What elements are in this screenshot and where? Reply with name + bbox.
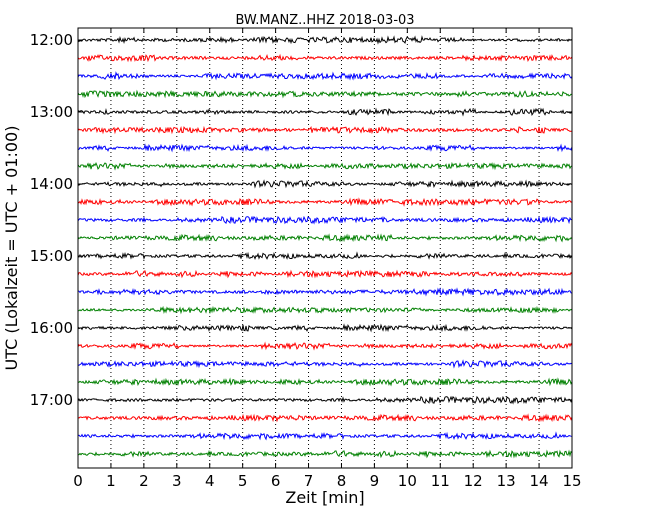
x-tick-label: 1 [106,472,116,490]
x-tick-label: 4 [205,472,215,490]
x-tick-label: 9 [370,472,380,490]
x-tick-label: 15 [562,472,581,490]
x-tick-label: 0 [73,472,83,490]
grid-lines [110,28,540,468]
trace-line [77,215,573,225]
plot-frame [77,27,573,469]
trace-line [77,341,573,351]
y-tick-label: 12:00 [30,31,73,49]
chart-title: BW.MANZ..HHZ 2018-03-03 [235,13,414,28]
trace-line [77,71,573,81]
x-tick-label: 8 [337,472,347,490]
trace-line [77,125,573,135]
y-tick-label: 16:00 [30,319,73,337]
trace-line [77,431,573,441]
trace-line [77,251,573,260]
x-tick-label: 12 [464,472,483,490]
trace-line [77,449,573,459]
trace-line [77,53,573,63]
x-tick-label: 2 [139,472,149,490]
trace-group [77,35,573,459]
x-tick-label: 3 [172,472,182,490]
trace-line [77,197,573,207]
y-tick-label: 17:00 [30,391,73,409]
trace-line [77,179,573,189]
x-tick-label: 6 [271,472,281,490]
x-tick-label: 10 [398,472,417,490]
trace-line [77,89,573,99]
trace-line [77,395,573,405]
x-axis-ticks: 0 1 2 3 4 5 6 7 8 9 10 11 12 13 14 15 [73,28,582,490]
trace-line [77,323,573,333]
y-axis-ticks: 12:00 13:00 14:00 15:00 16:00 17:00 [30,31,572,409]
trace-line [77,359,573,369]
x-tick-label: 13 [497,472,516,490]
y-tick-label: 13:00 [30,103,73,121]
trace-line [77,305,573,315]
x-tick-label: 11 [431,472,450,490]
trace-line [77,233,573,243]
x-tick-label: 7 [304,472,314,490]
trace-line [77,287,573,297]
y-tick-label: 14:00 [30,175,73,193]
trace-line [77,269,573,279]
y-axis-label: UTC (Lokalzeit = UTC + 01:00) [2,126,21,371]
x-tick-label: 14 [530,472,549,490]
trace-line [77,107,573,117]
x-axis-label: Zeit [min] [285,488,364,507]
x-tick-label: 5 [238,472,248,490]
trace-line [77,413,573,423]
trace-line [77,377,573,387]
y-tick-label: 15:00 [30,247,73,265]
trace-line [77,35,573,45]
trace-line [77,161,573,171]
trace-line [77,143,573,153]
